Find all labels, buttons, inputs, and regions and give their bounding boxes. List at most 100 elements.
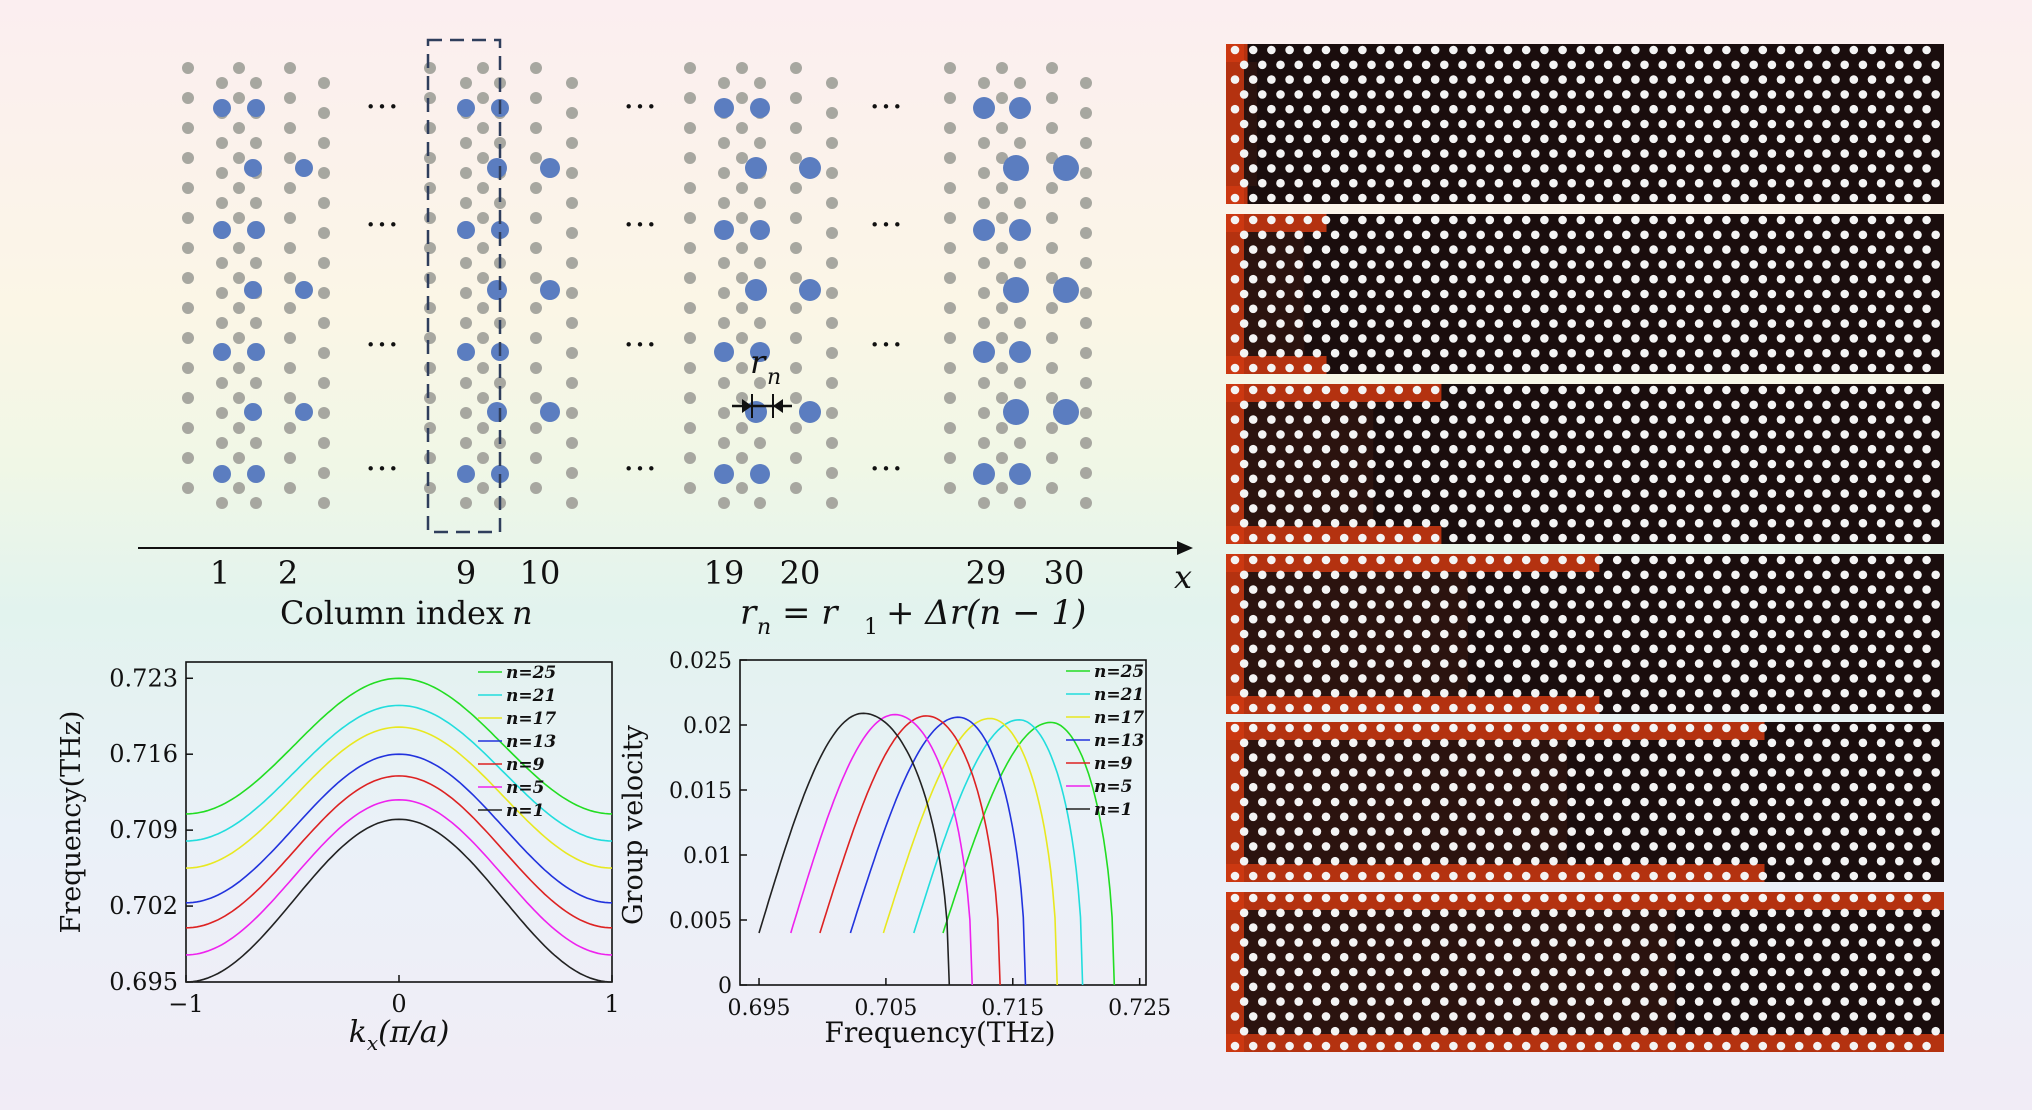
air-hole (1512, 1026, 1522, 1036)
air-hole (1521, 614, 1531, 624)
lattice-site-gray (684, 482, 696, 494)
air-hole (1913, 967, 1922, 977)
air-hole (1913, 1026, 1922, 1036)
air-hole (1412, 415, 1422, 424)
air-hole (1385, 178, 1394, 188)
air-hole (1667, 782, 1677, 792)
air-hole (1230, 585, 1240, 594)
air-hole (1467, 585, 1476, 594)
air-hole (1585, 827, 1595, 836)
air-hole (1794, 104, 1804, 114)
lattice-site-gray (684, 452, 696, 464)
column-index-label: Column index n (280, 594, 533, 632)
air-hole (1394, 334, 1404, 343)
air-hole (1776, 982, 1786, 992)
air-hole (1339, 504, 1349, 513)
air-hole (1267, 415, 1276, 424)
air-hole (1676, 60, 1686, 70)
lattice-site-gray (250, 77, 262, 89)
air-hole (1430, 923, 1440, 932)
lattice-site-gray (1046, 422, 1058, 434)
air-hole (1931, 289, 1940, 299)
air-hole (1804, 60, 1813, 70)
air-hole (1467, 134, 1476, 144)
air-hole (1558, 923, 1567, 932)
air-hole (1258, 856, 1267, 866)
air-hole (1612, 245, 1622, 254)
air-hole (1358, 104, 1367, 114)
air-hole (1567, 738, 1576, 748)
air-hole (1330, 489, 1340, 498)
lattice-site-gray (566, 317, 578, 329)
lattice-site-gray (996, 272, 1008, 284)
air-hole (1276, 119, 1285, 129)
air-hole (1358, 474, 1367, 484)
air-hole (1412, 614, 1422, 624)
air-hole (1440, 260, 1449, 269)
air-hole (1494, 688, 1504, 698)
series-line-n=9 (819, 715, 1001, 986)
air-hole (1476, 230, 1485, 240)
air-hole (1603, 459, 1613, 469)
lattice-site-gray (477, 452, 489, 464)
air-hole (1667, 215, 1677, 225)
air-hole (1339, 1041, 1349, 1051)
air-hole (1603, 827, 1613, 836)
air-hole (1339, 75, 1349, 84)
air-hole (1594, 304, 1604, 314)
field-hot-band (1226, 384, 1244, 544)
air-hole (1248, 134, 1258, 144)
air-hole (1640, 60, 1649, 70)
air-hole (1658, 908, 1667, 918)
air-hole (1867, 304, 1877, 314)
air-hole (1603, 230, 1613, 240)
air-hole (1458, 60, 1467, 70)
air-hole (1840, 60, 1849, 70)
air-hole (1649, 104, 1658, 114)
lattice-site-gray (530, 272, 542, 284)
air-hole (1440, 60, 1449, 70)
air-hole (1230, 871, 1240, 881)
air-hole (1622, 768, 1631, 777)
lattice-site-gray (318, 227, 330, 239)
air-hole (1885, 45, 1895, 55)
air-hole (1676, 570, 1686, 580)
air-hole (1813, 842, 1822, 851)
air-hole (1804, 319, 1813, 328)
air-hole (1430, 363, 1440, 373)
air-hole (1858, 827, 1868, 836)
air-hole (1339, 782, 1349, 792)
lattice-site-gray (754, 77, 766, 89)
air-hole (1813, 923, 1822, 932)
air-hole (1540, 134, 1549, 144)
air-hole (1867, 363, 1877, 373)
air-hole (1785, 430, 1795, 439)
air-hole (1303, 893, 1313, 903)
lattice-site-gray (530, 362, 542, 374)
air-hole (1567, 90, 1576, 99)
lattice-site-blue (1009, 341, 1031, 363)
air-hole (1303, 363, 1313, 373)
lattice-site-gray (233, 422, 245, 434)
air-hole (1558, 893, 1567, 903)
lattice-site-gray (996, 92, 1008, 104)
air-hole (1567, 149, 1576, 158)
air-hole (1567, 768, 1576, 777)
y-tick-label: 0.015 (669, 779, 732, 804)
air-hole (1676, 178, 1686, 188)
air-hole (1421, 430, 1431, 439)
air-hole (1248, 842, 1258, 851)
air-hole (1258, 178, 1267, 188)
lattice-site-gray (826, 137, 838, 149)
air-hole (1558, 474, 1567, 484)
lattice-site-gray (284, 422, 296, 434)
air-hole (1339, 385, 1349, 395)
air-hole (1676, 119, 1686, 129)
air-hole (1430, 753, 1440, 762)
air-hole (1640, 348, 1649, 358)
lattice-site-gray (250, 137, 262, 149)
air-hole (1321, 474, 1331, 484)
air-hole (1640, 518, 1649, 528)
air-hole (1485, 923, 1495, 932)
air-hole (1303, 215, 1313, 225)
